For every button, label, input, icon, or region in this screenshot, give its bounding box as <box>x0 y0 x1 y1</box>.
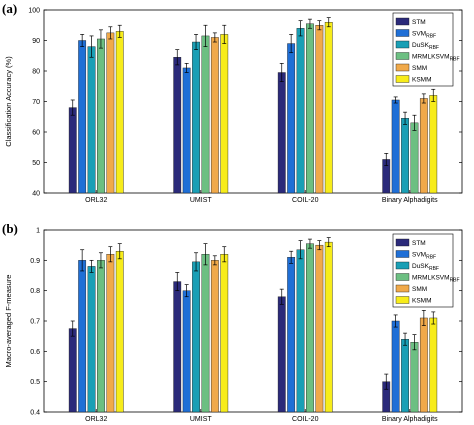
y-tick-label: 0.4 <box>30 410 40 417</box>
bar <box>97 260 104 412</box>
bar <box>107 33 114 193</box>
bar <box>392 321 399 412</box>
bar <box>116 31 123 193</box>
x-tick-label: ORL32 <box>85 416 107 423</box>
bar <box>107 254 114 412</box>
bar <box>278 297 285 412</box>
bar <box>306 24 313 193</box>
y-tick-label: 40 <box>32 191 40 198</box>
legend-swatch <box>396 297 409 304</box>
legend-swatch <box>396 76 409 83</box>
x-tick-label: Binary Alphadigits <box>382 416 438 423</box>
bar <box>420 98 427 193</box>
legend-swatch <box>396 285 409 292</box>
bar <box>69 329 76 412</box>
bar <box>306 244 313 412</box>
legend-swatch <box>396 239 409 246</box>
bar <box>78 41 85 194</box>
bar <box>325 242 332 412</box>
legend: STM SVMRBF DuSKRBF MRMLKSVMRBF SMM KSMM <box>393 13 460 86</box>
y-tick-label: 0.8 <box>30 288 40 295</box>
y-tick-label: 0.9 <box>30 258 40 265</box>
bar <box>316 25 323 193</box>
bar <box>221 34 228 193</box>
y-tick-label: 90 <box>32 38 40 45</box>
bar <box>297 250 304 412</box>
bar <box>211 37 218 193</box>
legend-label: STM <box>412 19 426 26</box>
legend: STM SVMRBF DuSKRBF MRMLKSVMRBF SMM KSMM <box>393 234 460 307</box>
legend-swatch <box>396 251 409 258</box>
chart-panel-2: (b) 0.4 0.5 0.6 0.7 0.8 0.9 1 Macro-averaged F-m… <box>2 221 462 423</box>
legend-swatch <box>396 30 409 37</box>
bar <box>287 44 294 193</box>
x-tick-label: UMIST <box>190 197 213 204</box>
bar <box>78 260 85 412</box>
bar <box>174 282 181 412</box>
bar <box>202 254 209 412</box>
legend-swatch <box>396 64 409 71</box>
bar <box>297 28 304 193</box>
bar <box>401 118 408 193</box>
bar <box>211 260 218 412</box>
bar <box>411 342 418 412</box>
bar <box>69 108 76 193</box>
bar <box>116 251 123 412</box>
bar <box>430 95 437 193</box>
legend-label: KSMM <box>412 298 432 305</box>
bar <box>192 262 199 412</box>
legend-label: SMM <box>412 65 427 72</box>
legend-label: SMM <box>412 286 427 293</box>
bar <box>221 254 228 412</box>
bar <box>174 57 181 193</box>
bar <box>88 266 95 412</box>
bar <box>325 22 332 193</box>
y-tick-label: 50 <box>32 160 40 167</box>
legend-swatch <box>396 274 409 281</box>
legend-label: STM <box>412 240 426 247</box>
y-tick-label: 80 <box>32 69 40 76</box>
bar <box>97 39 104 193</box>
bar <box>192 42 199 193</box>
bar <box>316 245 323 412</box>
legend-swatch <box>396 41 409 48</box>
legend-swatch <box>396 53 409 60</box>
y-axis-label: Classification Accuracy (%) <box>4 56 13 147</box>
legend-label: KSMM <box>412 77 432 84</box>
bar <box>88 47 95 193</box>
y-axis-label: Macro-averaged F-measure <box>4 275 13 368</box>
chart-panel-1: (a) 40 50 60 70 80 90 100 Classification Accurac… <box>2 1 462 204</box>
bar <box>183 291 190 412</box>
bar <box>202 36 209 193</box>
y-tick-label: 0.6 <box>30 349 40 356</box>
bar <box>430 318 437 412</box>
y-tick-label: 1 <box>36 228 40 235</box>
x-tick-label: ORL32 <box>85 197 107 204</box>
bar <box>420 318 427 412</box>
bar <box>278 73 285 193</box>
panel-label: (a) <box>2 1 17 16</box>
bar <box>287 257 294 412</box>
y-tick-label: 0.7 <box>30 319 40 326</box>
y-tick-label: 60 <box>32 130 40 137</box>
y-tick-label: 70 <box>32 99 40 106</box>
y-tick-label: 0.5 <box>30 379 40 386</box>
bar <box>411 123 418 193</box>
bar <box>392 100 399 193</box>
legend-swatch <box>396 262 409 269</box>
x-tick-label: Binary Alphadigits <box>382 197 438 204</box>
panel-label: (b) <box>2 221 18 236</box>
bar <box>183 68 190 193</box>
x-tick-label: COIL-20 <box>292 197 319 204</box>
x-tick-label: COIL-20 <box>292 416 319 423</box>
bar <box>401 339 408 412</box>
y-tick-label: 100 <box>28 8 40 15</box>
legend-swatch <box>396 18 409 25</box>
x-tick-label: UMIST <box>190 416 213 423</box>
